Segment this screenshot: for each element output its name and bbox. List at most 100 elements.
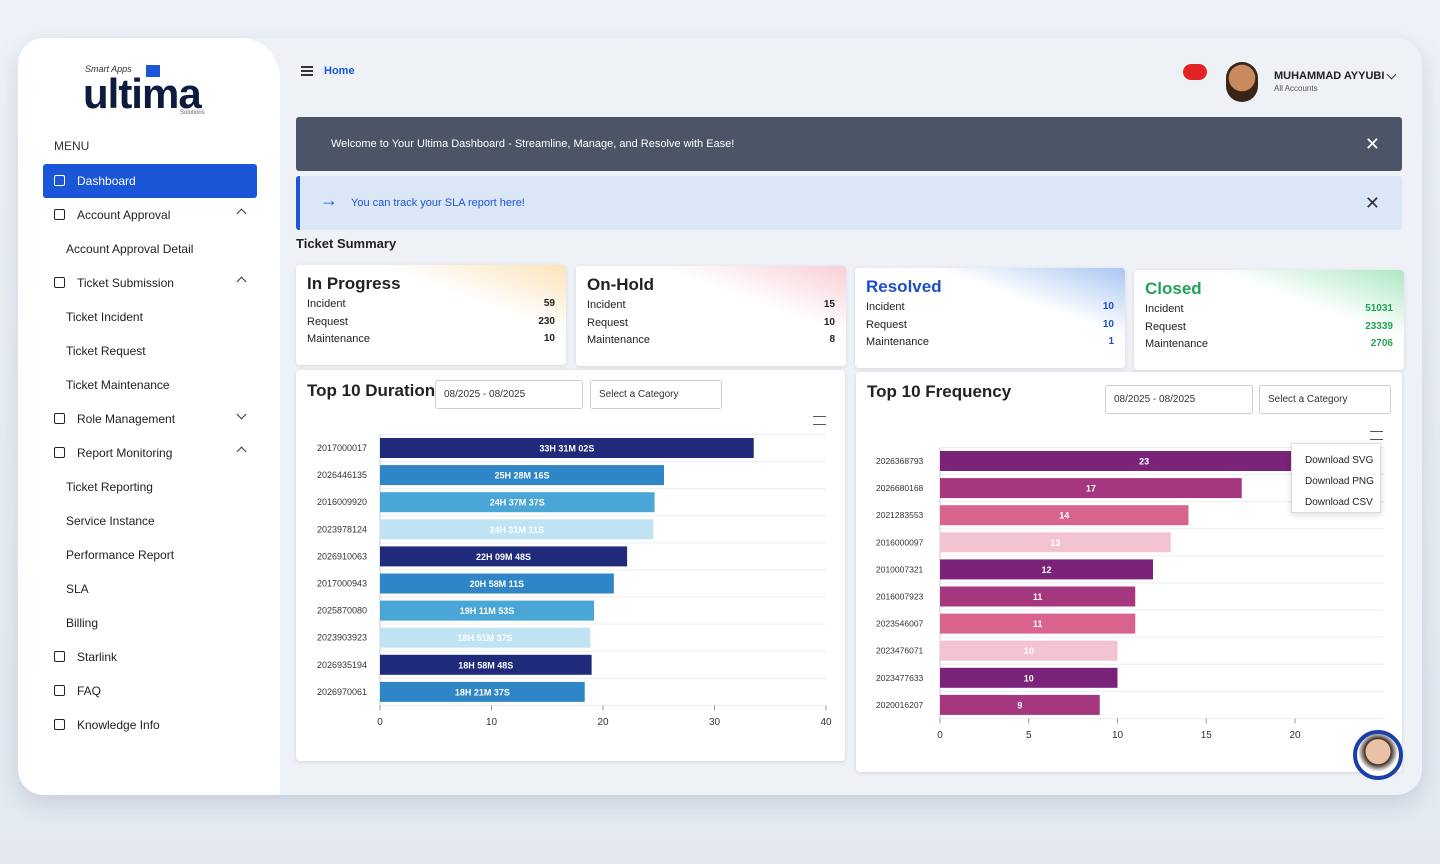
avatar[interactable]: [1226, 62, 1258, 102]
date-filter[interactable]: 08/2025 - 08/2025: [435, 380, 583, 409]
logo-tagline: Smart Apps: [85, 64, 132, 74]
submenu-item[interactable]: SLA: [43, 572, 257, 606]
bar: [940, 478, 1242, 499]
menu-item[interactable]: Knowledge Info: [43, 708, 257, 742]
menu-icon: [54, 719, 65, 730]
card-row: Request 230: [307, 316, 555, 334]
row-value: 10: [1102, 301, 1114, 312]
bar: [380, 654, 592, 675]
menu-text: Ticket Maintenance: [66, 378, 170, 392]
card-row: Request 10: [587, 317, 835, 335]
menu-item[interactable]: Report Monitoring: [43, 436, 257, 470]
row-value: 10: [1102, 318, 1114, 330]
x-tick-label: 0: [377, 717, 383, 728]
export-menu: Download SVG Download PNG Download CSV: [1291, 443, 1381, 513]
y-tick-label: 2026910063: [317, 551, 367, 561]
submenu-item[interactable]: Service Instance: [43, 504, 257, 538]
submenu-item[interactable]: Ticket Request: [43, 334, 257, 368]
card-row: Incident 15: [587, 299, 835, 317]
x-tick-label: 10: [486, 717, 498, 728]
row-label: Maintenance: [587, 334, 650, 346]
chart-menu[interactable]: [813, 416, 826, 425]
submenu-item[interactable]: Ticket Incident: [43, 300, 257, 334]
submenu-item[interactable]: Account Approval Detail: [43, 232, 257, 266]
sla-banner[interactable]: → You can track your SLA report here! ✕: [296, 176, 1402, 230]
date-filter[interactable]: 08/2025 - 08/2025: [1105, 385, 1253, 414]
data-label: 24H 37M 37S: [490, 498, 545, 508]
menu-text: Account Approval: [77, 208, 171, 222]
data-label: 23: [1139, 457, 1149, 467]
data-label: 19H 11M 53S: [460, 606, 515, 616]
logo-name: ultima: [83, 70, 202, 117]
data-label: 25H 28M 16S: [494, 471, 549, 481]
menu-text: Billing: [66, 616, 99, 630]
row-label: Maintenance: [866, 336, 929, 348]
menu-icon: [54, 685, 65, 696]
menu-item[interactable]: Dashboard: [43, 164, 257, 198]
chart-title: Top 10 Duration: [307, 381, 436, 400]
row-value: 10: [823, 316, 835, 328]
submenu-item[interactable]: Ticket Maintenance: [43, 368, 257, 402]
data-label: 18H 58M 48S: [458, 660, 513, 670]
user-name[interactable]: MUHAMMAD AYYUBI: [1274, 70, 1385, 82]
category-select[interactable]: Select a Category: [1259, 385, 1391, 414]
x-tick-label: 10: [1112, 730, 1124, 741]
chat-assistant[interactable]: [1353, 730, 1403, 780]
card-title: Resolved: [866, 277, 942, 296]
y-tick-label: 2023546007: [876, 619, 924, 629]
hamburger[interactable]: [301, 66, 313, 76]
bar: [940, 505, 1189, 526]
row-label: Request: [587, 316, 628, 329]
logo-mark: [146, 65, 160, 77]
y-tick-label: 2021283553: [876, 510, 924, 520]
user-role: All Accounts: [1274, 84, 1318, 93]
bar: [940, 559, 1153, 580]
banner-text: Welcome to Your Ultima Dashboard - Strea…: [331, 138, 735, 150]
row-label: Maintenance: [1145, 338, 1208, 350]
bar: [940, 532, 1171, 553]
breadcrumb[interactable]: Home: [324, 65, 355, 77]
bar: [940, 451, 1349, 471]
data-label: 22H 09M 48S: [476, 552, 531, 562]
row-label: Request: [307, 315, 348, 328]
data-label: 20H 58M 11S: [470, 579, 525, 589]
menu-item[interactable]: Starlink: [43, 640, 257, 674]
submenu-item[interactable]: Performance Report: [43, 538, 257, 572]
menu-option[interactable]: Download SVG: [1305, 455, 1374, 466]
submenu-item[interactable]: Ticket Reporting: [43, 470, 257, 504]
category-select[interactable]: Select a Category: [590, 380, 722, 409]
bar: [940, 586, 1136, 607]
menu-text: Report Monitoring: [77, 446, 173, 460]
bar: [940, 640, 1118, 661]
date-text: 08/2025 - 08/2025: [444, 389, 526, 400]
chart-menu[interactable]: [1370, 431, 1383, 440]
row-value: 51031: [1365, 303, 1393, 314]
bar: [380, 492, 655, 513]
x-tick-label: 40: [820, 717, 832, 728]
chart: 0 5 10 15 20 2026368793 23 2026680168 17 20212835…: [876, 446, 1384, 741]
menu-text: Ticket Incident: [66, 310, 143, 324]
menu-option[interactable]: Download PNG: [1305, 476, 1374, 487]
menu-item[interactable]: Ticket Submission: [43, 266, 257, 300]
y-tick-label: 2023978124: [317, 524, 367, 534]
row-value: 15: [823, 299, 835, 310]
menu-option[interactable]: Download CSV: [1305, 497, 1373, 508]
row-value: 23339: [1365, 320, 1393, 332]
card-row: Incident 51031: [1145, 303, 1393, 321]
y-tick-label: 2026935194: [317, 660, 367, 670]
menu-text: Ticket Request: [66, 344, 146, 358]
menu-item[interactable]: FAQ: [43, 674, 257, 708]
menu-item[interactable]: Role Management: [43, 402, 257, 436]
select-text: Select a Category: [599, 389, 679, 400]
menu-item[interactable]: Account Approval: [43, 198, 257, 232]
notification-icon[interactable]: [1183, 64, 1207, 80]
logo-sub: Solutions: [180, 110, 205, 116]
close[interactable]: ✕: [1364, 193, 1380, 213]
card-row: Maintenance 1: [866, 336, 1114, 354]
summary-card: Resolved Incident 10 Request 10 Maintenance 1: [855, 268, 1125, 368]
section-title: Ticket Summary: [296, 236, 397, 251]
menu-icon: [54, 447, 65, 458]
submenu-item[interactable]: Billing: [43, 606, 257, 640]
close[interactable]: ✕: [1364, 134, 1380, 154]
bar: [940, 667, 1118, 688]
